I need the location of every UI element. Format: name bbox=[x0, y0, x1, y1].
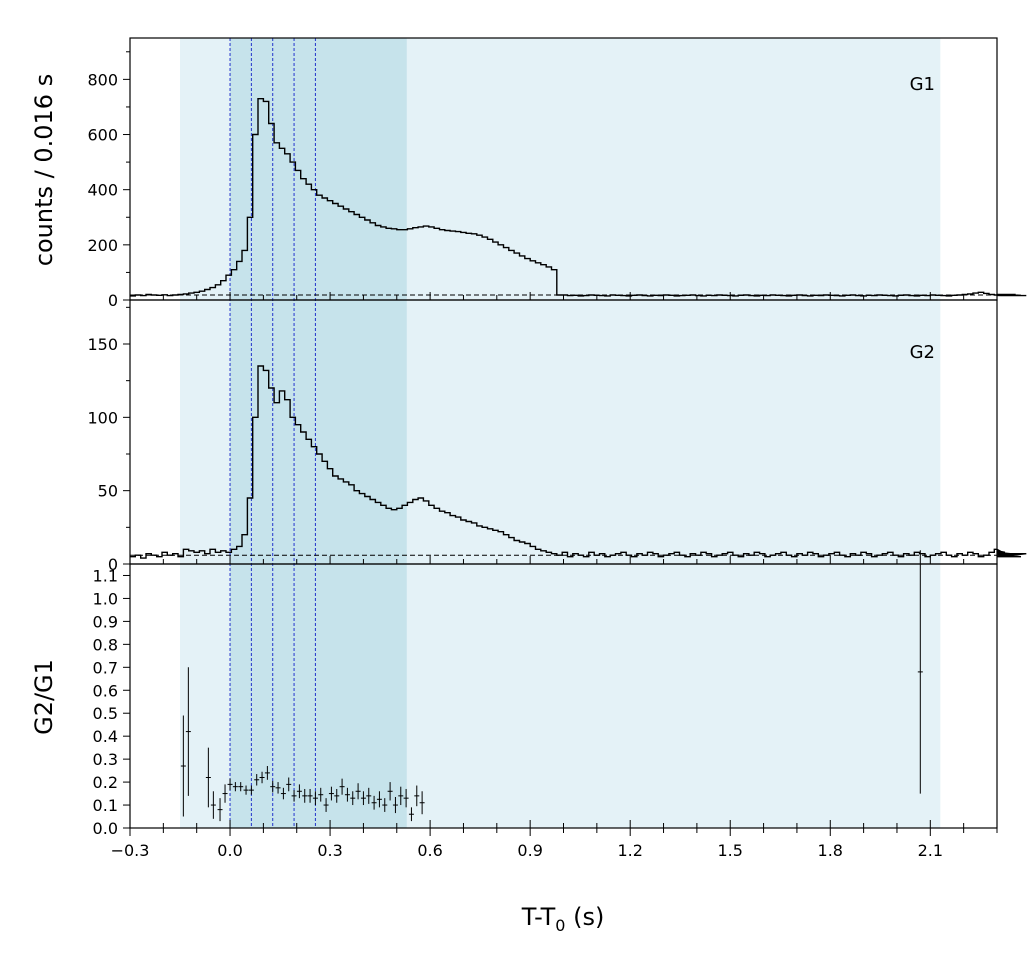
y-tick-label-G1: 0 bbox=[108, 291, 118, 310]
x-tick-label: 0.0 bbox=[217, 841, 242, 860]
ratio-point-11 bbox=[254, 774, 260, 786]
y-tick-label-ratio: 0.6 bbox=[93, 681, 118, 700]
shaded-region-dark bbox=[230, 38, 407, 828]
ratio-point-23 bbox=[318, 787, 324, 802]
y-tick-label-ratio: 0.3 bbox=[93, 750, 118, 769]
x-tick-label: 1.8 bbox=[818, 841, 843, 860]
x-tick-label: −0.3 bbox=[111, 841, 150, 860]
ratio-point-34 bbox=[376, 791, 382, 808]
y-axis-label-counts: counts / 0.016 s bbox=[30, 74, 58, 266]
ratio-point-32 bbox=[366, 787, 372, 804]
y-tick-label-ratio: 0.8 bbox=[93, 635, 118, 654]
ratio-point-3 bbox=[210, 791, 216, 819]
ratio-point-13 bbox=[264, 766, 270, 780]
ratio-point-30 bbox=[355, 783, 361, 800]
ratio-point-16 bbox=[280, 787, 286, 800]
ratio-point-39 bbox=[403, 788, 409, 808]
ratio-point-31 bbox=[360, 791, 366, 806]
y-tick-label-ratio: 0.0 bbox=[93, 819, 118, 838]
ratio-point-27 bbox=[339, 778, 345, 795]
y-tick-label-ratio: 1.1 bbox=[93, 566, 118, 585]
panel-label-G1: G1 bbox=[910, 74, 935, 95]
data-layer bbox=[130, 98, 1027, 822]
y-tick-label-G2: 0 bbox=[108, 555, 118, 574]
ratio-point-29 bbox=[350, 791, 356, 806]
x-tick-label: 1.5 bbox=[718, 841, 743, 860]
y-tick-label-ratio: 0.7 bbox=[93, 658, 118, 677]
ratio-point-37 bbox=[392, 797, 398, 814]
y-tick-label-G2: 150 bbox=[87, 335, 118, 354]
ratio-point-40 bbox=[408, 807, 414, 822]
ratio-point-41 bbox=[414, 785, 420, 807]
ratio-point-10 bbox=[248, 785, 254, 795]
ratio-point-5 bbox=[222, 784, 228, 803]
ratio-point-7 bbox=[232, 782, 238, 792]
y-tick-label-ratio: 0.5 bbox=[93, 704, 118, 723]
y-tick-label-G1: 200 bbox=[87, 236, 118, 255]
ratio-point-12 bbox=[259, 771, 265, 784]
panel-label-G2: G2 bbox=[910, 342, 935, 363]
ratio-point-20 bbox=[302, 788, 308, 803]
ratio-point-33 bbox=[371, 795, 377, 810]
ratio-point-21 bbox=[307, 788, 313, 803]
ratio-point-36 bbox=[387, 782, 393, 801]
ratio-point-9 bbox=[243, 785, 249, 795]
ratio-point-22 bbox=[312, 791, 318, 806]
ratio-point-35 bbox=[382, 798, 388, 812]
ratio-point-6 bbox=[227, 778, 233, 791]
ratio-point-0 bbox=[180, 715, 186, 817]
y-tick-label-ratio: 0.2 bbox=[93, 773, 118, 792]
ratio-point-43 bbox=[917, 550, 923, 794]
y-tick-label-ratio: 0.4 bbox=[93, 727, 118, 746]
y-tick-label-G1: 400 bbox=[87, 181, 118, 200]
ratio-point-18 bbox=[291, 790, 297, 802]
ratio-point-17 bbox=[286, 777, 292, 792]
y-axis-label-ratio: G2/G1 bbox=[30, 659, 58, 735]
ratio-point-38 bbox=[398, 786, 404, 806]
ratio-point-8 bbox=[238, 782, 244, 792]
x-tick-label: 1.2 bbox=[617, 841, 642, 860]
ratio-point-26 bbox=[334, 788, 340, 803]
y-tick-label-ratio: 1.0 bbox=[93, 589, 118, 608]
ratio-point-1 bbox=[185, 667, 191, 796]
axis-layer bbox=[123, 37, 998, 836]
y-tick-label-ratio: 0.1 bbox=[93, 796, 118, 815]
x-axis-label: T-T0 (s) bbox=[521, 903, 605, 935]
ratio-point-4 bbox=[217, 798, 223, 822]
y-tick-label-G1: 800 bbox=[87, 70, 118, 89]
x-axis-label-subscript: 0 bbox=[555, 916, 565, 935]
ratio-point-15 bbox=[275, 782, 281, 794]
vline-layer bbox=[229, 38, 316, 828]
ratio-point-24 bbox=[323, 798, 329, 812]
y-tick-label-G2: 50 bbox=[98, 482, 118, 501]
ratio-point-14 bbox=[270, 780, 276, 793]
x-tick-label: 0.3 bbox=[317, 841, 342, 860]
y-tick-label-ratio: 0.9 bbox=[93, 612, 118, 631]
x-tick-label: 0.9 bbox=[517, 841, 542, 860]
ratio-point-19 bbox=[296, 784, 302, 799]
ratio-point-25 bbox=[328, 786, 334, 801]
ratio-point-42 bbox=[419, 791, 425, 815]
ratio-point-2 bbox=[205, 747, 211, 808]
ratio-point-28 bbox=[344, 787, 350, 802]
x-tick-label: 2.1 bbox=[918, 841, 943, 860]
x-axis-label-main: T-T bbox=[521, 903, 556, 931]
text-layer: counts / 0.016 s G2/G1 T-T0 (s) G1G20200… bbox=[30, 70, 943, 935]
x-tick-label: 0.6 bbox=[417, 841, 442, 860]
x-axis-label-unit: (s) bbox=[565, 903, 604, 931]
y-tick-label-G1: 600 bbox=[87, 126, 118, 145]
y-tick-label-G2: 100 bbox=[87, 408, 118, 427]
